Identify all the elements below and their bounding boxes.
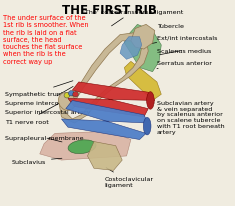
Ellipse shape <box>143 118 151 135</box>
Polygon shape <box>120 37 142 60</box>
Ellipse shape <box>147 92 154 110</box>
Polygon shape <box>68 83 155 117</box>
Text: Subclavius: Subclavius <box>12 158 62 164</box>
Polygon shape <box>124 25 161 72</box>
Circle shape <box>64 93 70 98</box>
Text: Supreme intercostal vein: Supreme intercostal vein <box>5 87 86 105</box>
Polygon shape <box>87 142 122 171</box>
Polygon shape <box>59 33 148 123</box>
Polygon shape <box>40 132 131 160</box>
Text: The under surface of the
1st rib is smoother. When
the rib is laid on a flat
sur: The under surface of the 1st rib is smoo… <box>3 15 89 64</box>
Polygon shape <box>61 101 148 140</box>
Ellipse shape <box>59 93 75 111</box>
Text: Ext/int intercostals: Ext/int intercostals <box>152 35 217 44</box>
Text: Suprapleural membrane: Suprapleural membrane <box>5 135 84 142</box>
Circle shape <box>73 92 78 97</box>
Text: Scalenus medius: Scalenus medius <box>157 48 211 55</box>
Text: 'The' costotransverse ligament: 'The' costotransverse ligament <box>83 9 183 27</box>
Ellipse shape <box>68 140 96 154</box>
Circle shape <box>68 91 74 96</box>
Text: Superior intercostal artery: Superior intercostal artery <box>5 92 90 115</box>
Text: Subclavian artery
& vein separated
by scalenus anterior
on scalene tubercle
with: Subclavian artery & vein separated by sc… <box>153 100 225 134</box>
Text: Costoclavicular
ligament: Costoclavicular ligament <box>105 168 154 187</box>
Text: T1 nerve root: T1 nerve root <box>5 96 73 124</box>
Text: THE FIRST RIB: THE FIRST RIB <box>62 4 157 17</box>
Text: Sympathetic trunk: Sympathetic trunk <box>5 81 73 96</box>
Text: Serratus anterior: Serratus anterior <box>157 61 212 69</box>
Text: Tubercle: Tubercle <box>141 24 184 33</box>
Polygon shape <box>131 25 155 50</box>
Polygon shape <box>124 62 161 101</box>
